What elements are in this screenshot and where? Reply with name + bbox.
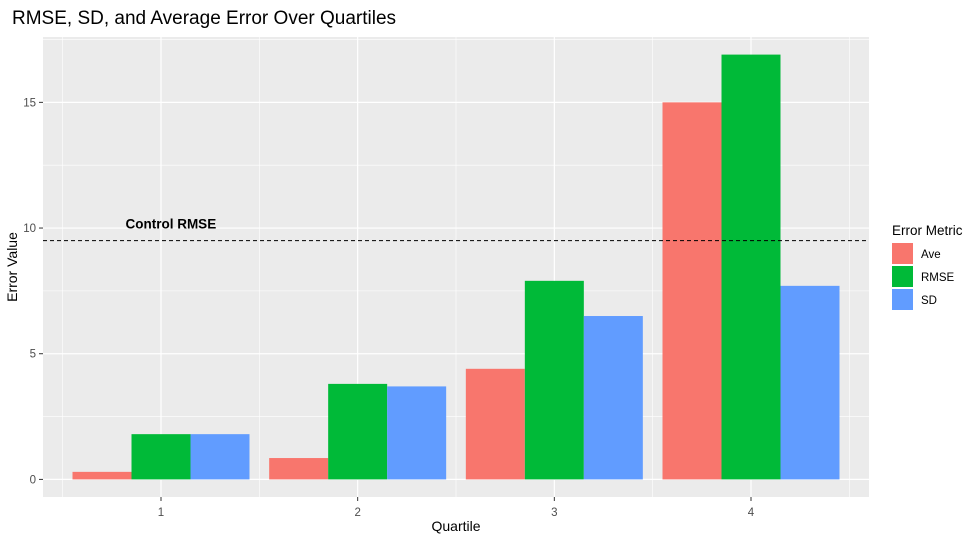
control-rmse-label: Control RMSE	[125, 217, 216, 232]
bars	[72, 54, 840, 480]
bar-rmse-q2	[328, 383, 388, 480]
x-axis-title: Quartile	[431, 518, 480, 534]
legend-key-sd	[892, 289, 913, 310]
y-axis-ticks: 0 5 10 15	[23, 97, 43, 486]
bar-rmse-q3	[524, 280, 584, 480]
y-axis-title: Error Value	[4, 232, 20, 302]
legend: Error Metric Ave RMSE SD	[892, 223, 963, 310]
legend-label-sd: SD	[921, 295, 937, 307]
x-tick-label: 2	[354, 507, 360, 519]
y-tick-label: 15	[23, 97, 36, 109]
x-axis-ticks: 1 2 3 4	[158, 497, 755, 519]
bar-ave-q4	[662, 102, 722, 480]
x-tick-label: 3	[551, 507, 557, 519]
y-tick-label: 0	[30, 474, 36, 486]
legend-key-ave	[892, 243, 913, 264]
bar-ave-q2	[269, 458, 329, 480]
bar-ave-q3	[465, 368, 525, 480]
bar-rmse-q4	[721, 54, 781, 480]
legend-key-rmse	[892, 266, 913, 287]
bar-ave-q1	[72, 471, 132, 480]
bar-rmse-q1	[131, 434, 191, 480]
y-tick-label: 10	[23, 223, 36, 235]
x-tick-label: 1	[158, 507, 164, 519]
bar-sd-q4	[780, 285, 840, 480]
chart-title: RMSE, SD, and Average Error Over Quartil…	[12, 8, 396, 29]
legend-label-rmse: RMSE	[921, 272, 955, 284]
y-tick-label: 5	[30, 349, 36, 361]
bar-sd-q2	[387, 386, 447, 480]
bar-sd-q3	[583, 316, 643, 480]
x-tick-label: 4	[748, 507, 755, 519]
legend-label-ave: Ave	[921, 249, 941, 261]
legend-title: Error Metric	[892, 223, 963, 238]
bar-sd-q1	[190, 434, 250, 480]
